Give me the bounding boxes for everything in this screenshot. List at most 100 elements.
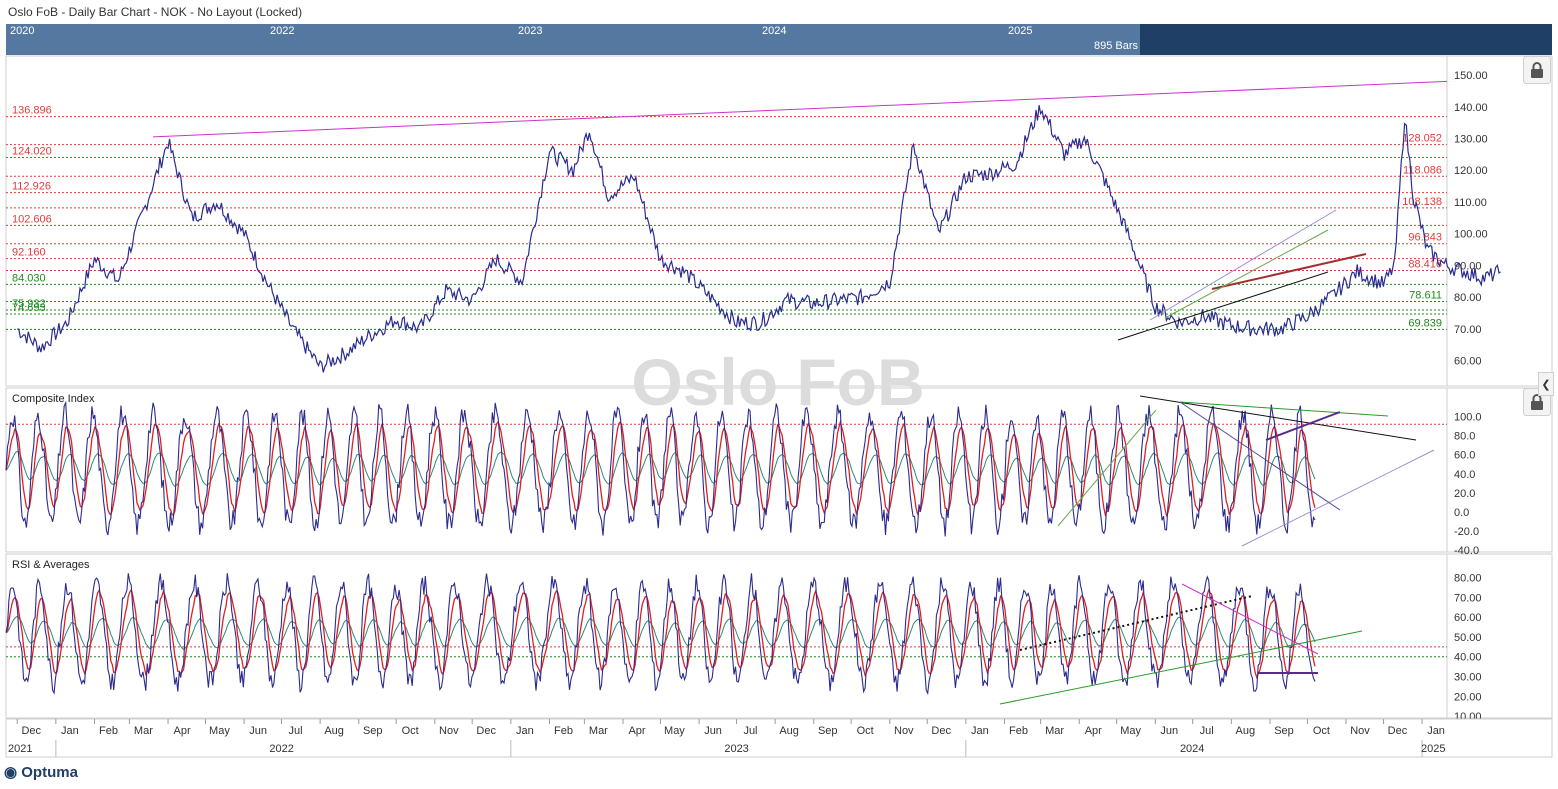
x-axis-year-label: 2022 [269,743,293,755]
x-axis-month-label: Jan [516,725,534,737]
level-label-green: 75.932 [12,298,46,310]
x-axis-month-label: Feb [99,725,118,737]
rsi-trendline-green [999,630,1363,705]
trendline-green [1164,229,1329,319]
x-axis-month-label: Apr [1085,725,1102,737]
level-label-red: 92.160 [12,247,46,259]
trendline-brown [1211,253,1367,290]
rsi-axis-tick: 60.00 [1454,612,1482,624]
window-title: Oslo FoB - Daily Bar Chart - NOK - No La… [8,5,303,19]
overview-year: 2025 [1008,25,1033,37]
x-axis-month-label: Aug [1236,725,1256,737]
x-axis-year-label: 2023 [724,743,748,755]
level-label-red: 124.020 [12,145,52,157]
x-axis-month-label: May [1120,725,1141,737]
x-axis-month-label: Dec [1388,725,1408,737]
x-axis-month-label: Mar [1045,725,1064,737]
x-axis-month-label: Sep [363,725,383,737]
level-label-red: 112.926 [12,181,51,193]
price-axis-tick: 80.00 [1454,292,1482,304]
composite-trendline-black [1139,395,1417,441]
x-axis-month-label: Nov [439,725,459,737]
x-axis-month-label: May [209,725,230,737]
footer [0,758,1558,789]
brand-name: Optuma [21,764,78,781]
x-axis-month-label: Jan [61,725,79,737]
composite-panel-title: Composite Index [12,393,95,405]
x-axis-month-label: Aug [324,725,344,737]
title-bar: Oslo FoB - Daily Bar Chart - NOK - No La… [0,0,1558,24]
watermark-text: Oslo FoB [631,345,924,419]
x-axis-year-label: 2025 [1421,743,1445,755]
rsi-axis-tick: 40.00 [1454,652,1482,664]
lock-icon [1531,394,1543,410]
level-label-red: 108.138 [1402,196,1442,208]
price-axis-tick: 70.00 [1454,324,1482,336]
x-axis-month-label: Dec [931,725,951,737]
optuma-logo-icon: ◉ [4,764,18,781]
composite-axis-tick: 0.0 [1454,507,1469,519]
rsi-axis-tick: 30.00 [1454,672,1482,684]
rsi-axis-tick: 80.00 [1454,573,1482,585]
price-series-line [17,105,1501,373]
composite-axis-tick: -20.0 [1454,526,1479,538]
x-axis-month-label: Sep [1274,725,1294,737]
composite-trendline-blue [1179,401,1341,511]
level-label-green: 84.030 [12,272,46,284]
rsi-panel-title: RSI & Averages [12,559,90,571]
composite-axis-tick: 40.0 [1454,469,1475,481]
level-label-red: 96.843 [1408,232,1442,244]
composite-trendline-purple [1265,411,1341,441]
price-panel [5,55,1553,387]
x-axis-month-label: May [664,725,685,737]
collapse-arrow-button[interactable]: ❮ [1538,372,1554,396]
lock-price-panel-button[interactable] [1523,56,1551,84]
x-axis-month-label: Jun [1160,725,1178,737]
overview-selection[interactable] [6,24,1140,55]
x-axis-month-label: Jun [704,725,722,737]
price-axis-tick: 110.00 [1454,197,1487,209]
x-axis-month-label: Oct [1313,725,1330,737]
rsi-axis-tick: 50.00 [1454,632,1482,644]
rsi-axis-tick: 70.00 [1454,592,1482,604]
level-label-green: 74.693 [12,302,46,314]
level-label-red: 102.606 [12,213,52,225]
level-label-green: 78.611 [1409,290,1442,302]
composite-slow-average-line [5,450,1316,488]
overview-year: 2023 [518,25,543,37]
rsi-axis-tick: 20.00 [1454,691,1482,703]
composite-axis-tick: 60.0 [1454,450,1475,462]
x-axis-month-label: Jun [249,725,267,737]
trendline-black [1117,271,1329,341]
x-axis-month-label: Jul [1200,725,1214,737]
brand-logo: ◉ Optuma [4,763,78,781]
trendline-lavender [1149,209,1337,321]
x-axis-month-label: Nov [894,725,914,737]
x-axis-month-label: Mar [134,725,153,737]
level-label-red: 128.052 [1402,133,1442,145]
x-axis-month-label: Aug [779,725,799,737]
bars-count: 895 Bars [1094,40,1139,52]
rsi-slow-average-line [5,615,1316,651]
chevron-left-icon: ❮ [1541,378,1551,391]
composite-axis-tick: -40.0 [1454,545,1479,557]
x-axis-month-label: Jan [971,725,989,737]
overview-year: 2022 [270,25,295,37]
level-label-red: 88.416 [1408,258,1442,270]
price-axis-tick: 60.00 [1454,356,1482,368]
overview-scroller[interactable]: 2020 2022 2023 2024 2025 895 Bars [6,24,1552,55]
x-axis-month-label: Jan [1427,725,1445,737]
x-axis-month-label: Oct [857,725,874,737]
x-axis-month-label: Feb [1009,725,1028,737]
rsi-line [5,573,1316,696]
price-axis-tick: 140.00 [1454,102,1488,114]
trendline-magenta [153,80,1448,138]
x-axis-month-label: Apr [173,725,190,737]
x-axis-month-label: Oct [402,725,419,737]
x-axis-year-label: 2024 [1180,743,1204,755]
composite-axis-tick: 20.0 [1454,488,1475,500]
level-label-red: 136.896 [12,105,52,117]
x-axis-month-label: Apr [628,725,645,737]
x-axis-month-label: Dec [476,725,496,737]
